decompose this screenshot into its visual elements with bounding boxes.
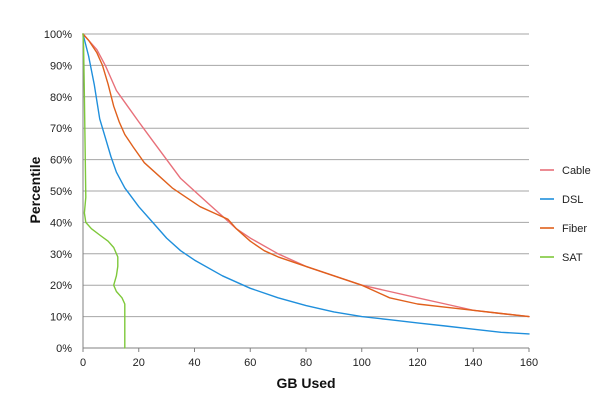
y-tick-label: 20% (50, 280, 72, 292)
legend-label-sat: SAT (562, 252, 583, 264)
y-tick-labels: 0% 10% 20% 30% 40% 50% 60% 70% 80% 90% 100% (44, 29, 72, 355)
y-tick-label: 70% (50, 123, 72, 135)
series-lines (82, 33, 530, 349)
x-tick-label: 140 (464, 357, 482, 369)
x-tick-label: 120 (408, 357, 426, 369)
y-tick-label: 10% (50, 312, 72, 324)
y-tick-label: 40% (50, 217, 72, 229)
y-tick-label: 90% (50, 60, 72, 72)
x-tick-label: 0 (80, 357, 86, 369)
x-tick-label: 80 (300, 357, 312, 369)
x-tick-labels: 0 20 40 60 80 100 120 140 160 (80, 357, 538, 369)
x-tick-label: 40 (188, 357, 200, 369)
series-line-dsl (82, 33, 530, 335)
y-tick-label: 60% (50, 155, 72, 167)
series-line-fiber (82, 33, 530, 318)
x-axis-title: GB Used (276, 375, 335, 391)
legend-label-fiber: Fiber (562, 223, 587, 235)
legend: Cable DSL Fiber SAT (540, 165, 591, 264)
x-tick-label: 160 (520, 357, 538, 369)
x-tick-label: 60 (244, 357, 256, 369)
y-tick-label: 30% (50, 249, 72, 261)
x-tick-label: 20 (133, 357, 145, 369)
y-tick-label: 0% (56, 343, 72, 355)
axes (82, 34, 530, 352)
x-tick-label: 100 (353, 357, 371, 369)
series-line-cable (82, 33, 530, 318)
gridlines (83, 33, 529, 318)
y-tick-label: 50% (50, 186, 72, 198)
y-tick-label: 80% (50, 92, 72, 104)
series-line-sat (82, 33, 126, 349)
y-axis-title: Percentile (27, 156, 43, 223)
y-tick-label: 100% (44, 29, 72, 41)
legend-label-dsl: DSL (562, 194, 583, 206)
legend-label-cable: Cable (562, 165, 591, 177)
